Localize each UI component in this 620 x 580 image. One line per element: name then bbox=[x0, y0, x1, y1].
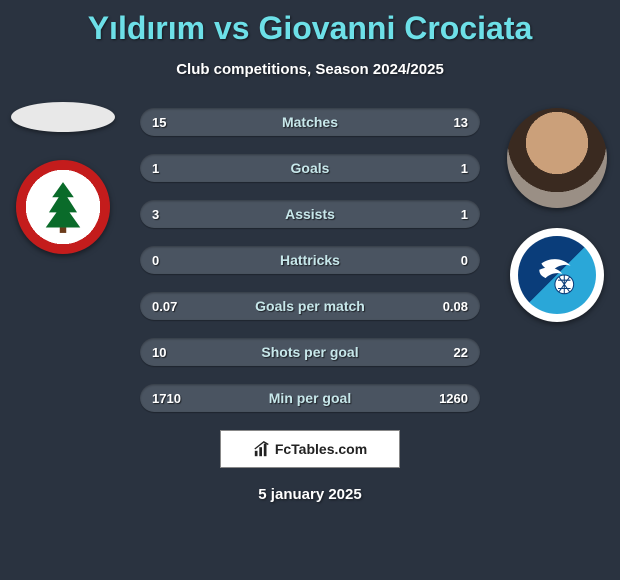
stat-label: Hattricks bbox=[280, 252, 340, 268]
page-title: Yıldırım vs Giovanni Crociata bbox=[0, 0, 620, 47]
left-column bbox=[8, 102, 118, 254]
stat-label: Goals bbox=[291, 160, 330, 176]
stat-row: 1 Goals 1 bbox=[140, 154, 480, 182]
subtitle: Club competitions, Season 2024/2025 bbox=[0, 61, 620, 78]
stat-label: Goals per match bbox=[255, 298, 365, 314]
stat-label: Matches bbox=[282, 114, 338, 130]
tree-icon bbox=[41, 180, 85, 234]
stat-label: Assists bbox=[285, 206, 335, 222]
stat-row: 10 Shots per goal 22 bbox=[140, 338, 480, 366]
stats-list: 15 Matches 13 1 Goals 1 3 Assists 1 0 Ha… bbox=[140, 108, 480, 412]
brand-text: FcTables.com bbox=[275, 441, 367, 457]
stat-left-value: 0 bbox=[152, 253, 159, 268]
stat-right-value: 1 bbox=[461, 161, 468, 176]
stat-left-value: 10 bbox=[152, 345, 166, 360]
comparison-panel: 15 Matches 13 1 Goals 1 3 Assists 1 0 Ha… bbox=[0, 108, 620, 503]
stat-left-value: 0.07 bbox=[152, 299, 177, 314]
stat-left-value: 1710 bbox=[152, 391, 181, 406]
stat-label: Min per goal bbox=[269, 390, 351, 406]
stat-right-value: 0 bbox=[461, 253, 468, 268]
player-left-avatar-placeholder bbox=[11, 102, 115, 132]
brand-box[interactable]: FcTables.com bbox=[220, 430, 400, 468]
stat-left-value: 3 bbox=[152, 207, 159, 222]
club-badge-umraniye bbox=[16, 160, 110, 254]
club-badge-erzurum bbox=[510, 228, 604, 322]
stat-row: 0 Hattricks 0 bbox=[140, 246, 480, 274]
stat-row: 1710 Min per goal 1260 bbox=[140, 384, 480, 412]
stat-right-value: 1260 bbox=[439, 391, 468, 406]
stat-label: Shots per goal bbox=[261, 344, 358, 360]
stat-right-value: 1 bbox=[461, 207, 468, 222]
stat-row: 15 Matches 13 bbox=[140, 108, 480, 136]
stat-left-value: 15 bbox=[152, 115, 166, 130]
stat-right-value: 0.08 bbox=[443, 299, 468, 314]
right-column bbox=[502, 108, 612, 322]
stat-row: 0.07 Goals per match 0.08 bbox=[140, 292, 480, 320]
chart-icon bbox=[253, 440, 271, 458]
stat-right-value: 22 bbox=[454, 345, 468, 360]
stat-row: 3 Assists 1 bbox=[140, 200, 480, 228]
eagle-ball-icon bbox=[531, 249, 583, 301]
stat-right-value: 13 bbox=[454, 115, 468, 130]
date-text: 5 january 2025 bbox=[0, 486, 620, 503]
stat-left-value: 1 bbox=[152, 161, 159, 176]
player-right-avatar bbox=[507, 108, 607, 208]
